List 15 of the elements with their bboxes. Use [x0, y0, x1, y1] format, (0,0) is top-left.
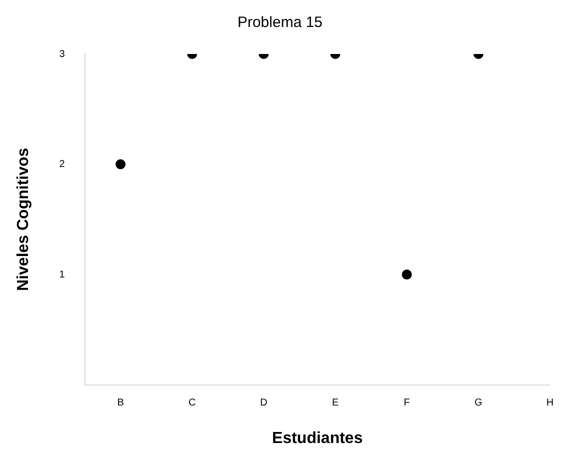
x-tick-label: E — [332, 398, 339, 409]
y-tick-label: 1 — [59, 269, 66, 280]
x-tick-label: H — [546, 398, 554, 409]
x-tick-label: F — [404, 398, 410, 409]
x-tick-label: G — [474, 398, 483, 409]
point — [402, 270, 412, 280]
y-tick-label: 3 — [59, 48, 66, 60]
y-tick-label: 2 — [59, 159, 66, 170]
chart-title: Problema 15 — [237, 14, 323, 32]
x-tick-label: B — [117, 398, 124, 409]
x-tick-label: C — [188, 398, 196, 409]
x-tick-label: D — [260, 398, 268, 409]
x-axis-title: Estudiantes — [272, 430, 363, 447]
y-axis-title: Niveles Cognitivos — [15, 148, 32, 291]
point — [116, 159, 126, 170]
